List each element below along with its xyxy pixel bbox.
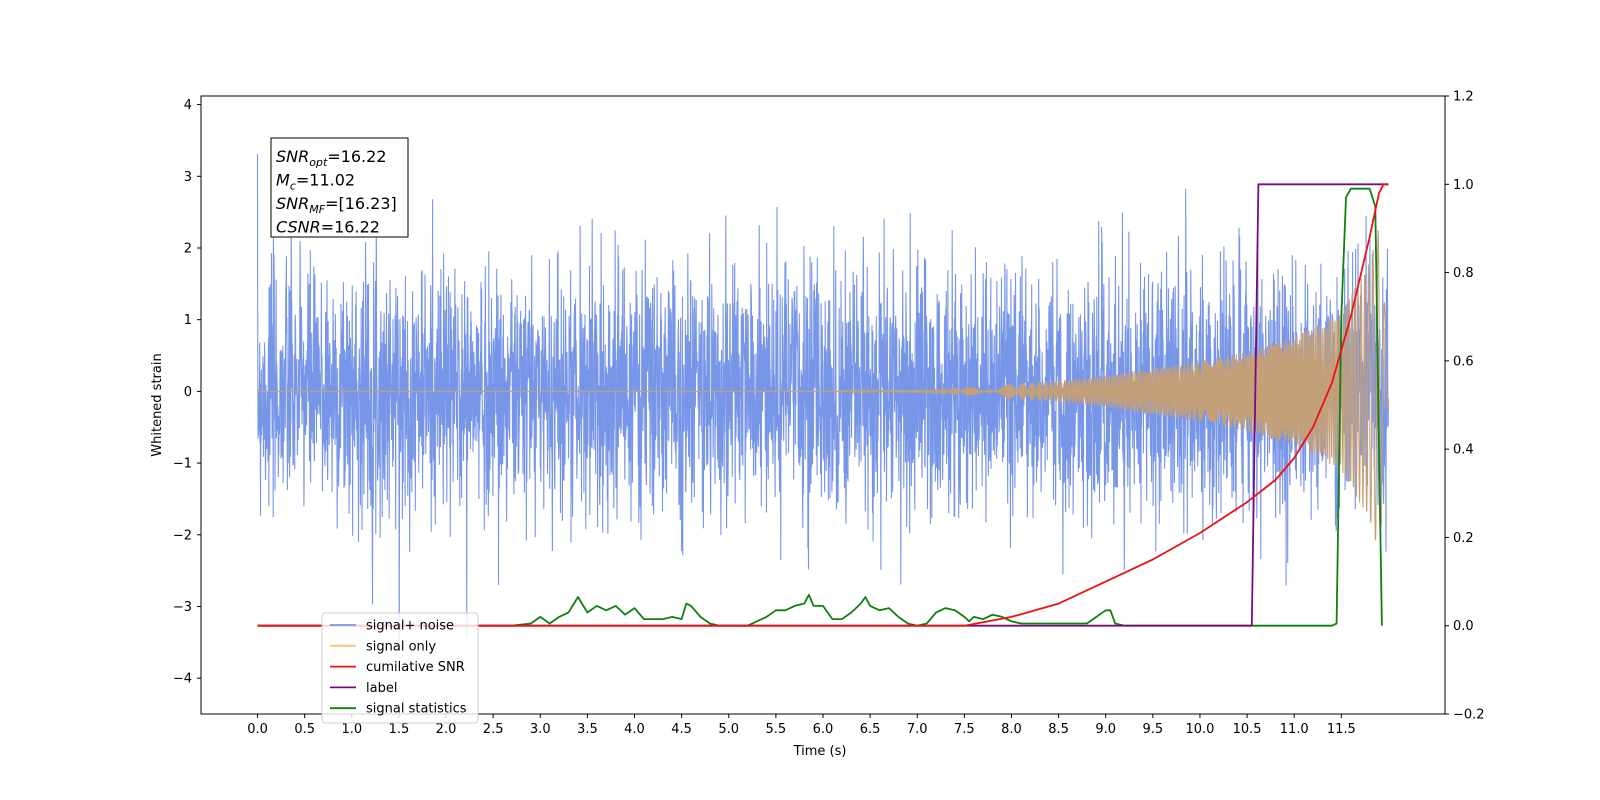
y-right-tick-label: 0.8	[1453, 266, 1474, 281]
x-tick-label: 6.5	[860, 722, 881, 737]
series-signal-only	[257, 230, 1390, 541]
legend-box	[321, 612, 479, 724]
x-axis: 0.0 0.5 1.0 1.5 2.0 2.5 3.0 3.5 4.0 4.5 5.0 5.5 6.0 6…	[247, 714, 1356, 737]
y-right-tick-label: −0.2	[1453, 708, 1485, 723]
y-left-tick-label: 0	[184, 385, 192, 400]
y-left-tick-label: 2	[184, 241, 192, 256]
annotation-box	[270, 137, 409, 238]
series-signal-noise	[256, 154, 1390, 652]
x-axis-label: Time (s)	[793, 744, 847, 759]
legend-entry: signal only	[366, 639, 436, 654]
x-tick-label: 0.5	[294, 722, 315, 737]
x-tick-label: 9.5	[1143, 722, 1164, 737]
x-tick-label: 1.5	[389, 722, 410, 737]
y-right-tick-label: 0.2	[1453, 531, 1474, 546]
x-tick-label: 7.5	[954, 722, 975, 737]
y-left-tick-label: −1	[173, 457, 192, 472]
series-signal-statistics	[257, 187, 1383, 627]
x-tick-label: 5.0	[718, 722, 739, 737]
legend-entry: label	[366, 681, 397, 696]
x-tick-label: 4.5	[671, 722, 692, 737]
y-right-tick-label: 0.0	[1453, 619, 1474, 634]
x-tick-label: 10.5	[1233, 722, 1262, 737]
series-cumulative-snr	[257, 183, 1389, 627]
y-left-tick-label: 3	[184, 170, 192, 185]
annotation-line: CSNR=16.22	[276, 218, 380, 237]
x-tick-label: 8.0	[1001, 722, 1022, 737]
x-tick-label: 5.5	[766, 722, 787, 737]
y-left-tick-label: 4	[184, 98, 192, 113]
x-tick-label: 2.0	[436, 722, 457, 737]
x-tick-label: 3.0	[530, 722, 551, 737]
x-tick-label: 0.0	[247, 722, 268, 737]
x-tick-label: 11.5	[1327, 722, 1356, 737]
x-tick-label: 1.0	[341, 722, 362, 737]
y-axis-label-left: Whitened strain	[150, 353, 165, 456]
legend-entry: signal statistics	[366, 702, 467, 717]
y-axis-right: −0.2 0.0 0.2 0.4 0.6 0.8 1.0 1.2	[1445, 90, 1485, 723]
series-layer	[256, 154, 1390, 652]
x-tick-label: 11.0	[1280, 722, 1309, 737]
x-tick-label: 9.0	[1095, 722, 1116, 737]
x-tick-label: 2.5	[483, 722, 504, 737]
annotation-line: Mc=11.02	[276, 171, 355, 193]
legend-entry: signal+ noise	[366, 619, 454, 634]
legend: signal+ noise signal only cumilative SNR la…	[321, 612, 479, 724]
y-right-tick-label: 0.6	[1453, 354, 1474, 369]
y-left-tick-label: 1	[184, 313, 192, 328]
y-right-tick-label: 1.0	[1453, 178, 1474, 193]
y-left-tick-label: −4	[173, 672, 192, 687]
x-tick-label: 3.5	[577, 722, 598, 737]
x-tick-label: 6.0	[813, 722, 834, 737]
annotation-line: SNRMF=[16.23]	[276, 194, 397, 216]
annotation-line: SNRopt=16.22	[276, 147, 387, 169]
y-left-tick-label: −3	[173, 600, 192, 615]
y-right-tick-label: 1.2	[1453, 90, 1474, 105]
x-tick-label: 7.0	[907, 722, 928, 737]
y-axis-left: −4 −3 −2 −1 0 1 2 3 4	[173, 98, 201, 687]
x-tick-label: 10.0	[1185, 722, 1214, 737]
x-tick-label: 8.5	[1048, 722, 1069, 737]
y-left-tick-label: −2	[173, 528, 192, 543]
y-right-tick-label: 0.4	[1453, 443, 1474, 458]
x-tick-label: 4.0	[624, 722, 645, 737]
legend-entry: cumilative SNR	[366, 660, 465, 675]
